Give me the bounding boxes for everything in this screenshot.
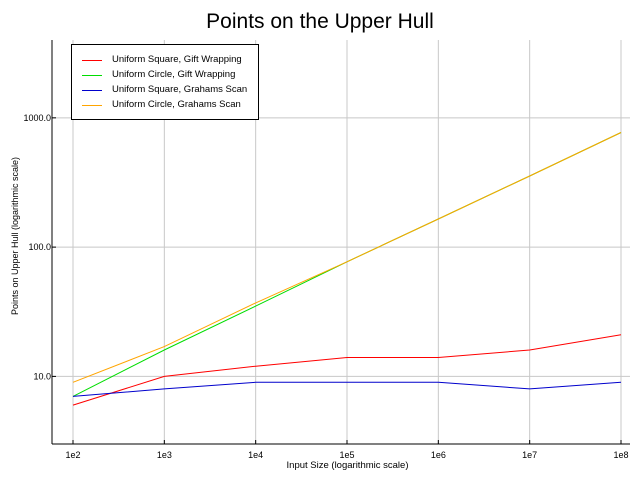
y-tick-label: 1000.0 <box>23 113 51 123</box>
legend-swatch <box>82 105 102 106</box>
legend-item-circle-gift: Uniform Circle, Gift Wrapping <box>72 68 258 82</box>
legend-item-square-gift: Uniform Square, Gift Wrapping <box>72 53 258 67</box>
chart-legend: Uniform Square, Gift Wrapping Uniform Ci… <box>71 44 259 120</box>
legend-swatch <box>82 75 102 76</box>
legend-item-circle-graham: Uniform Circle, Grahams Scan <box>72 98 258 112</box>
y-axis-label: Points on Upper Hull (logarithmic scale) <box>10 156 20 316</box>
legend-label: Uniform Circle, Gift Wrapping <box>112 69 236 80</box>
legend-swatch <box>82 60 102 61</box>
x-tick-label: 1e7 <box>522 450 537 460</box>
x-tick-label: 1e2 <box>65 450 80 460</box>
x-tick-label: 1e8 <box>613 450 628 460</box>
y-tick-label: 100.0 <box>28 242 51 252</box>
x-tick-label: 1e6 <box>431 450 446 460</box>
legend-label: Uniform Square, Gift Wrapping <box>112 54 242 65</box>
chart-title: Points on the Upper Hull <box>206 10 434 33</box>
y-tick-label: 10.0 <box>33 371 51 381</box>
series-line-2 <box>72 381 622 397</box>
legend-label: Uniform Square, Grahams Scan <box>112 84 248 95</box>
legend-label: Uniform Circle, Grahams Scan <box>112 99 241 110</box>
series-line-0 <box>72 334 622 406</box>
series-line-3 <box>72 132 622 383</box>
x-axis-label: Input Size (logarithmic scale) <box>286 460 409 471</box>
legend-item-square-graham: Uniform Square, Grahams Scan <box>72 83 258 97</box>
x-tick-label: 1e3 <box>157 450 172 460</box>
x-tick-label: 1e5 <box>339 450 354 460</box>
x-tick-label: 1e4 <box>248 450 263 460</box>
legend-swatch <box>82 90 102 91</box>
